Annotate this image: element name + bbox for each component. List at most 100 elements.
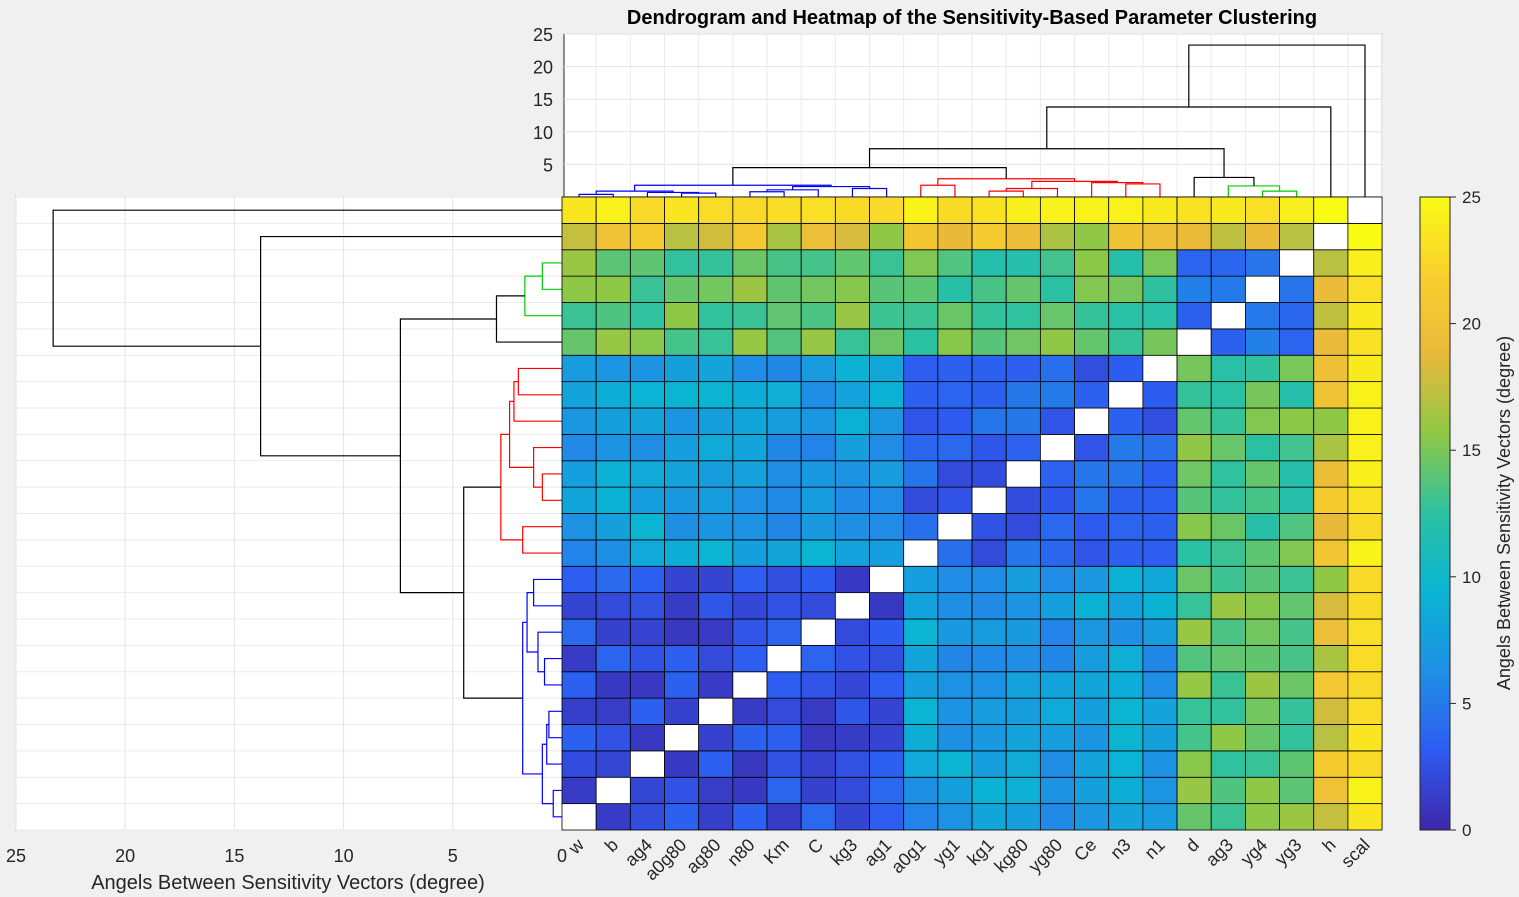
heatmap-cell [629,697,665,725]
heatmap-cell [869,803,905,831]
heatmap-cell [1245,328,1280,356]
heatmap-cell [766,486,802,514]
tick-label-parameter: n3 [1106,835,1134,863]
heatmap-cell [732,750,768,778]
top-dendrogram: 5 10 15 20 25 [533,25,1383,198]
heatmap-cell [766,222,802,251]
heatmap-cell [971,671,1007,699]
heatmap-cell [1039,407,1075,435]
heatmap-cell [732,724,768,752]
heatmap-cell [834,565,870,594]
heatmap-cell [766,460,802,488]
heatmap-cell [1279,565,1315,594]
tick-label-parameter: yg3 [1271,835,1306,870]
heatmap-cell [1210,222,1246,251]
colorbar-tick-label: 0 [1462,821,1471,840]
heatmap-cell [1074,513,1110,541]
heatmap-cell [698,328,734,356]
left-dendrogram-links [52,209,562,818]
heatmap-cell [595,803,631,831]
heatmap-cell [1245,697,1280,725]
heatmap-cell [800,565,836,594]
heatmap-cell [1005,513,1041,541]
heatmap-cell [1142,513,1178,541]
heatmap-cell [903,513,939,541]
heatmap-cell [1210,196,1246,224]
heatmap-cell [903,249,939,277]
heatmap-cell [698,196,734,224]
heatmap-cell [1313,249,1349,277]
heatmap-cell [732,803,768,831]
heatmap-cell [664,381,700,409]
heatmap-cell [1313,328,1349,356]
heatmap-cell [1210,539,1246,567]
heatmap-cell [664,539,700,567]
heatmap-cell [1005,196,1041,224]
heatmap-cell [1210,433,1246,462]
heatmap-cell [698,460,734,488]
heatmap-cell [1279,618,1315,646]
heatmap-cell [1313,618,1349,646]
heatmap-cell [595,196,631,224]
heatmap-cell [834,618,870,646]
heatmap-cell [971,196,1007,224]
heatmap-cell [1279,222,1315,251]
heatmap-cell [1347,328,1383,356]
heatmap-cell [971,565,1007,594]
heatmap-cell [1108,249,1144,277]
heatmap-cell [732,513,768,541]
heatmap-cell [1176,222,1212,251]
heatmap-cell [1313,565,1349,594]
colorbar: 0 5 10 15 20 25 Angels Between Sensitivity Ve… [1419,188,1514,840]
heatmap-cell [1039,697,1075,725]
heatmap-cell [903,644,939,673]
heatmap-cell [1005,697,1041,725]
heatmap-cell [595,433,631,462]
heatmap-cell [766,433,802,462]
heatmap-cell [766,697,802,725]
heatmap-cell [1347,565,1383,594]
heatmap-cell [1039,381,1075,409]
heatmap-cell [664,222,700,251]
heatmap-cell [698,275,734,303]
heatmap-cell [595,328,631,356]
heatmap-cell [1039,196,1075,224]
heatmap-cell [1210,750,1246,778]
heatmap-cell [698,724,734,752]
heatmap-cell [1039,354,1075,383]
heatmap-cell [766,407,802,435]
heatmap-cell [834,222,870,251]
heatmap-cell [834,433,870,462]
heatmap-cell [1074,275,1110,303]
heatmap-cell [732,539,768,567]
tick-label-parameter: n1 [1141,835,1169,863]
heatmap-cell [561,222,597,251]
heatmap-cell [1142,354,1178,383]
heatmap-cell [698,513,734,541]
heatmap-cell [1074,381,1110,409]
heatmap-cell [869,354,905,383]
heatmap-cell [595,565,631,594]
heatmap-cell [1108,196,1144,224]
y-tick-label: 25 [533,25,553,45]
heatmap-cell [561,302,597,330]
heatmap-cell [664,697,700,725]
colorbar-tick-label: 20 [1462,315,1481,334]
heatmap-cell [1210,618,1246,646]
heatmap-cell [1245,618,1280,646]
heatmap-cell [937,354,973,383]
heatmap-cell [766,513,802,541]
heatmap-cell [1210,803,1246,831]
heatmap-cell [1347,592,1383,620]
heatmap-cell [561,460,597,488]
heatmap-cell [1347,249,1383,277]
heatmap-cell [834,724,870,752]
heatmap-cell [1176,433,1212,462]
heatmap-cell [903,460,939,488]
heatmap-cell [1005,724,1041,752]
heatmap-cell [1039,328,1075,356]
heatmap-cell [1210,302,1246,330]
heatmap-cell [664,249,700,277]
heatmap-cell [800,460,836,488]
heatmap-cell [1005,592,1041,620]
